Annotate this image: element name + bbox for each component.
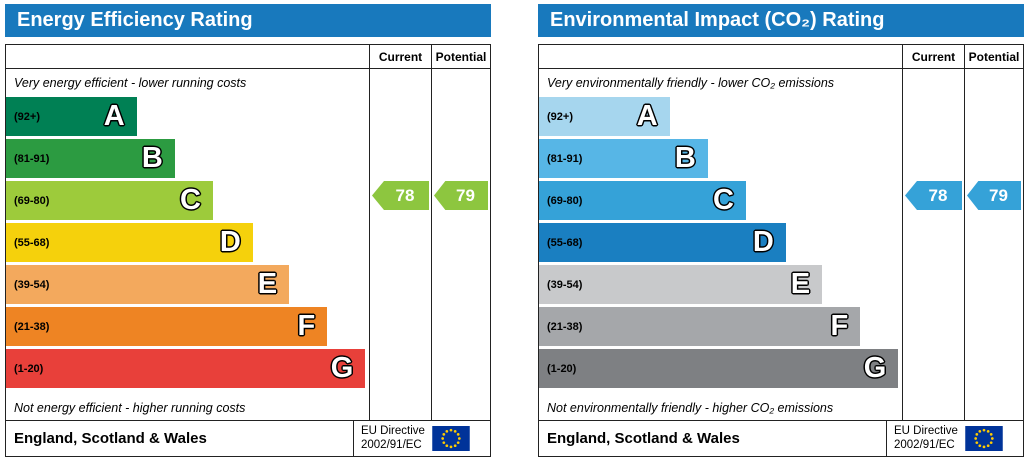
eu-directive-text: EU Directive 2002/91/EC <box>894 425 958 453</box>
column-header-spacer <box>539 45 902 68</box>
chart-body: Very environmentally friendly - lower CO… <box>539 69 1023 420</box>
band-range-label: (92+) <box>14 110 40 123</box>
band-letter: C <box>179 184 201 216</box>
environmental-impact-header: Environmental Impact (CO₂) Rating <box>538 4 1024 37</box>
potential-rating-value: 79 <box>456 185 475 205</box>
rating-band-f: (21-38) F <box>539 307 861 346</box>
band-letter: G <box>863 352 887 384</box>
band-range-label: (69-80) <box>14 194 50 207</box>
region-label: England, Scotland & Wales <box>14 430 207 447</box>
band-letter: E <box>790 268 811 300</box>
bottom-note: Not environmentally friendly - higher CO… <box>547 401 834 415</box>
rating-band-d: (55-68) D <box>539 223 786 262</box>
rating-band-f: (21-38) F <box>6 307 328 346</box>
eu-flag-icon <box>432 426 470 451</box>
eu-directive-line2: 2002/91/EC <box>361 438 422 451</box>
potential-column: 79 <box>964 69 1023 420</box>
rating-band-e: (39-54) E <box>539 265 823 304</box>
eu-directive-cell: EU Directive 2002/91/EC <box>886 421 1023 456</box>
band-letter: B <box>141 142 163 174</box>
band-range-label: (55-68) <box>14 236 50 249</box>
potential-rating-arrow: 79 <box>967 181 1021 210</box>
current-column: 78 <box>369 69 431 420</box>
rating-band-a: (92+) A <box>6 97 137 136</box>
bands-area: Very energy efficient - lower running co… <box>6 69 369 420</box>
band-letter: F <box>830 310 849 342</box>
band-letter: C <box>712 184 734 216</box>
band-letter: E <box>257 268 278 300</box>
eu-directive-line2: 2002/91/EC <box>894 438 955 451</box>
band-range-label: (81-91) <box>14 152 50 165</box>
rating-band-c: (69-80) C <box>539 181 746 220</box>
eu-directive-text: EU Directive 2002/91/EC <box>361 425 425 453</box>
top-note: Very energy efficient - lower running co… <box>14 76 247 90</box>
band-range-label: (39-54) <box>547 278 583 291</box>
column-header-potential: Potential <box>431 45 490 68</box>
eu-directive-cell: EU Directive 2002/91/EC <box>353 421 490 456</box>
band-range-label: (21-38) <box>547 320 583 333</box>
panel-title: Energy Efficiency Rating <box>17 9 253 31</box>
band-range-label: (39-54) <box>14 278 50 291</box>
panel-title: Environmental Impact (CO₂) Rating <box>550 9 885 31</box>
column-header-current: Current <box>902 45 964 68</box>
band-range-label: (1-20) <box>547 362 577 375</box>
rating-band-d: (55-68) D <box>6 223 253 262</box>
environmental-impact-chart: Current Potential Very environmentally f… <box>538 44 1024 457</box>
bands-area: Very environmentally friendly - lower CO… <box>539 69 902 420</box>
band-letter: A <box>636 100 658 132</box>
potential-rating-value: 79 <box>989 185 1008 205</box>
eu-directive-line1: EU Directive <box>894 424 958 437</box>
chart-footer: England, Scotland & Wales EU Directive 2… <box>6 420 490 456</box>
current-rating-value: 78 <box>395 185 415 205</box>
band-range-label: (55-68) <box>547 236 583 249</box>
bottom-note: Not energy efficient - higher running co… <box>14 401 246 415</box>
rating-band-c: (69-80) C <box>6 181 213 220</box>
rating-band-b: (81-91) B <box>6 139 175 178</box>
chart-footer: England, Scotland & Wales EU Directive 2… <box>539 420 1023 456</box>
current-rating-arrow: 78 <box>905 181 962 210</box>
chart-body: Very energy efficient - lower running co… <box>6 69 490 420</box>
potential-rating-arrow: 79 <box>434 181 488 210</box>
band-letter: B <box>674 142 696 174</box>
column-headers: Current Potential <box>539 45 1023 69</box>
column-header-potential: Potential <box>964 45 1023 68</box>
column-header-spacer <box>6 45 369 68</box>
eu-flag-icon <box>965 426 1003 451</box>
energy-efficiency-chart: Current Potential Very energy efficient … <box>5 44 491 457</box>
band-letter: D <box>752 226 774 258</box>
rating-band-a: (92+) A <box>539 97 670 136</box>
top-note: Very environmentally friendly - lower CO… <box>547 76 835 90</box>
band-range-label: (81-91) <box>547 152 583 165</box>
column-headers: Current Potential <box>6 45 490 69</box>
region-label: England, Scotland & Wales <box>547 430 740 447</box>
energy-efficiency-panel: Energy Efficiency Rating Current Potenti… <box>5 4 491 457</box>
rating-band-b: (81-91) B <box>539 139 708 178</box>
energy-efficiency-header: Energy Efficiency Rating <box>5 4 491 37</box>
environmental-impact-panel: Environmental Impact (CO₂) Rating Curren… <box>538 4 1024 457</box>
potential-column: 79 <box>431 69 490 420</box>
band-range-label: (92+) <box>547 110 573 123</box>
column-header-current: Current <box>369 45 431 68</box>
band-letter: F <box>297 310 316 342</box>
rating-band-e: (39-54) E <box>6 265 290 304</box>
band-letter: D <box>219 226 241 258</box>
rating-band-g: (1-20) G <box>6 349 366 388</box>
band-range-label: (1-20) <box>14 362 44 375</box>
current-rating-arrow: 78 <box>372 181 429 210</box>
current-column: 78 <box>902 69 964 420</box>
rating-band-g: (1-20) G <box>539 349 899 388</box>
band-range-label: (21-38) <box>14 320 50 333</box>
band-letter: A <box>103 100 125 132</box>
band-letter: G <box>330 352 354 384</box>
eu-directive-line1: EU Directive <box>361 424 425 437</box>
band-range-label: (69-80) <box>547 194 583 207</box>
current-rating-value: 78 <box>928 185 948 205</box>
